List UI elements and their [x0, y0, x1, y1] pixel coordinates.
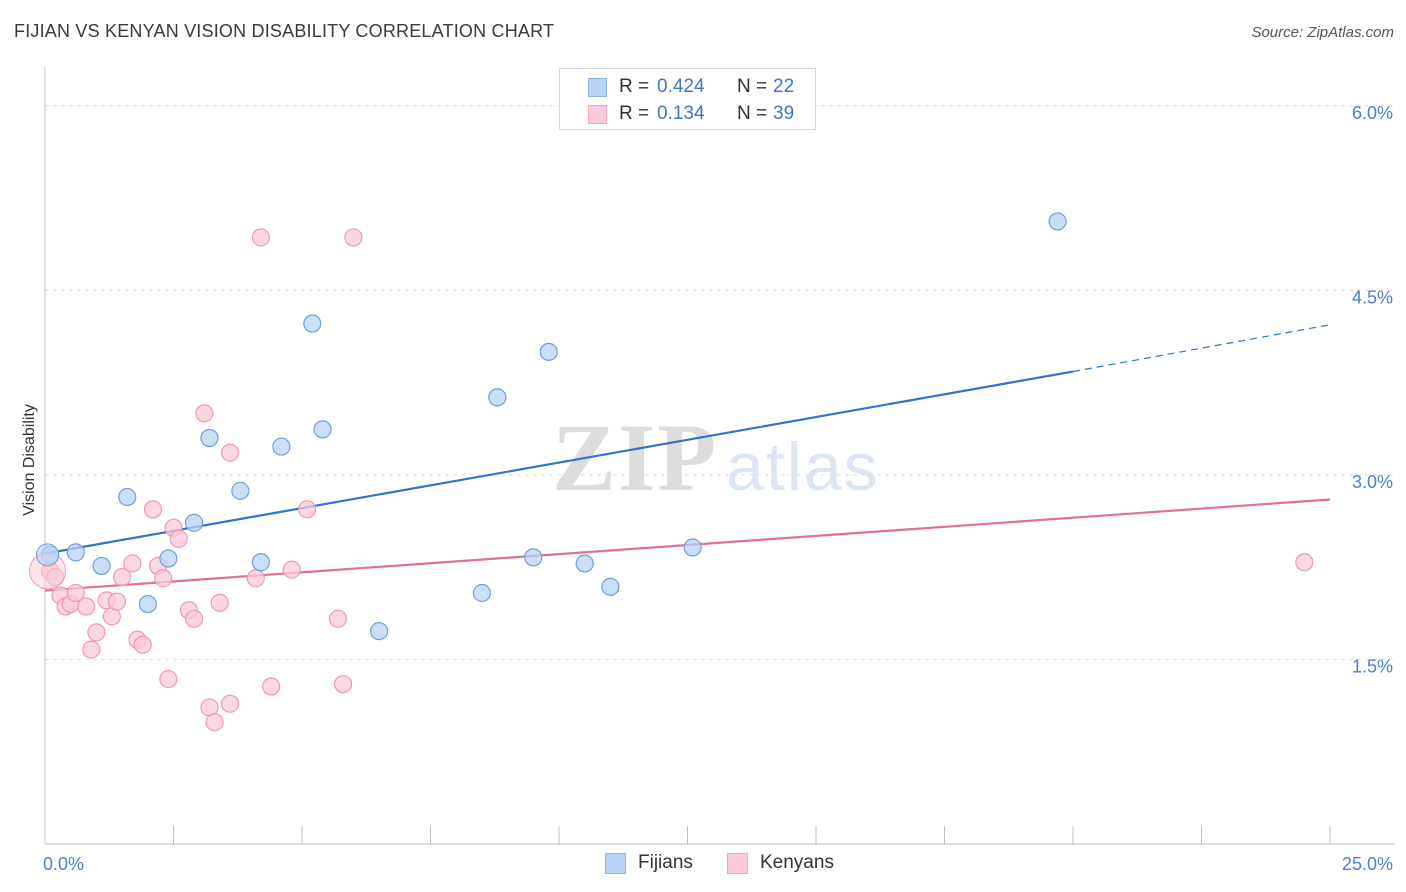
point-kenyans	[66, 583, 85, 603]
point-kenyans	[77, 597, 96, 616]
point-kenyans	[143, 500, 163, 519]
legend-n-label: N =	[737, 76, 768, 97]
point-kenyans	[298, 500, 317, 519]
legend-label-fijians: Fijians	[638, 852, 693, 873]
point-kenyans	[210, 593, 229, 612]
point-fijians	[36, 543, 60, 567]
series-legend: Fijians Kenyans	[0, 852, 1406, 878]
point-fijians	[488, 388, 507, 407]
x-tick-label: 25.0%	[1342, 854, 1393, 874]
point-kenyans	[328, 609, 348, 628]
point-fijians	[524, 548, 543, 567]
point-kenyans	[282, 560, 301, 579]
x-tick-label: 0.0%	[43, 854, 84, 874]
legend-n-value: 39	[773, 103, 795, 124]
point-fijians	[303, 314, 322, 333]
legend-r-value: 0.424	[657, 76, 705, 97]
point-fijians	[539, 342, 558, 361]
point-fijians	[92, 556, 111, 576]
point-fijians	[683, 538, 702, 557]
point-kenyans	[1295, 553, 1314, 572]
point-fijians	[184, 513, 204, 532]
point-kenyans	[123, 554, 142, 573]
trend-line-fijians	[44, 370, 1074, 555]
point-kenyans	[184, 609, 204, 628]
legend-label-kenyans: Kenyans	[760, 852, 834, 873]
point-kenyans	[107, 592, 127, 611]
point-fijians	[370, 622, 389, 641]
point-kenyans	[159, 670, 178, 689]
legend-swatch-kenyans	[588, 104, 607, 124]
point-fijians	[313, 420, 332, 439]
legend-row-kenyans: R = 0.134 N = 39	[588, 102, 794, 126]
legend-r-label: R =	[619, 103, 650, 124]
legend-n-label: N =	[737, 103, 768, 124]
legend-r-value: 0.134	[657, 103, 705, 124]
correlation-legend: R = 0.424 N = 22 R = 0.134 N = 39	[559, 68, 816, 130]
legend-swatch-fijians	[588, 77, 607, 97]
source-credit: Source: ZipAtlas.com	[1251, 24, 1394, 41]
point-kenyans	[334, 674, 353, 694]
point-fijians	[472, 583, 491, 603]
point-kenyans	[251, 228, 270, 247]
point-kenyans	[344, 228, 363, 247]
point-kenyans	[87, 623, 106, 642]
point-kenyans	[112, 567, 132, 587]
point-fijians	[575, 554, 594, 573]
point-fijians	[1048, 212, 1067, 231]
point-fijians	[272, 437, 291, 456]
point-fijians	[138, 594, 157, 614]
point-fijians	[251, 553, 270, 572]
legend-n-value: 22	[773, 76, 795, 97]
data-points	[29, 212, 1314, 732]
point-kenyans	[220, 694, 240, 713]
point-kenyans	[246, 569, 265, 588]
y-tick-label: 6.0%	[1352, 103, 1393, 123]
point-fijians	[66, 543, 85, 562]
point-kenyans	[205, 713, 224, 732]
y-tick-label: 3.0%	[1352, 472, 1393, 492]
axis-labels: 1.5% 3.0% 4.5% 6.0% 0.0% 25.0% Vision Disabili…	[21, 103, 1393, 874]
point-kenyans	[262, 677, 281, 696]
point-kenyans	[82, 640, 101, 659]
legend-item-kenyans[interactable]: Kenyans	[727, 852, 834, 874]
y-axis-label: Vision Disability	[21, 404, 38, 516]
point-fijians	[200, 428, 219, 448]
axes	[44, 67, 1395, 845]
point-fijians	[231, 481, 250, 500]
chart-title: FIJIAN VS KENYAN VISION DISABILITY CORRE…	[14, 21, 555, 41]
legend-swatch-kenyans	[727, 852, 748, 874]
y-tick-label: 1.5%	[1352, 656, 1393, 676]
point-kenyans	[220, 443, 240, 462]
point-fijians	[118, 487, 137, 507]
point-kenyans	[169, 529, 188, 548]
legend-item-fijians[interactable]: Fijians	[605, 852, 693, 874]
legend-row-fijians: R = 0.424 N = 22	[588, 75, 794, 99]
legend-swatch-fijians	[605, 852, 626, 874]
trend-extension-fijians	[1072, 324, 1331, 373]
legend-r-label: R =	[619, 76, 650, 97]
point-kenyans	[195, 404, 214, 423]
point-fijians	[159, 549, 178, 568]
point-kenyans	[154, 569, 173, 588]
point-fijians	[601, 577, 620, 596]
y-tick-label: 4.5%	[1352, 287, 1393, 307]
point-kenyans	[133, 635, 152, 654]
